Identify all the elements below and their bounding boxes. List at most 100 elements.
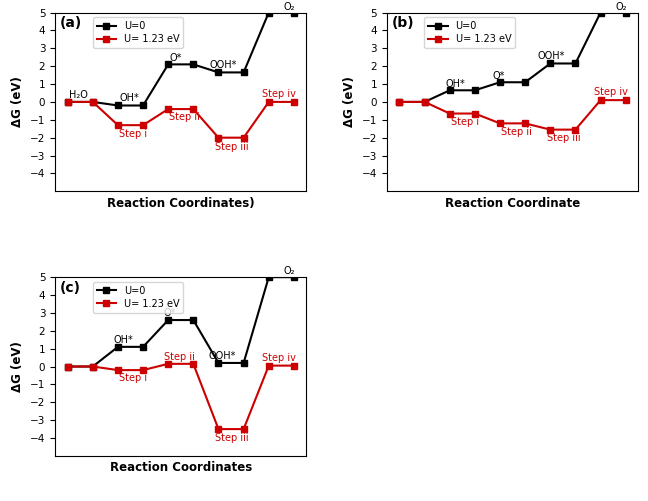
Text: OOH*: OOH*: [538, 51, 565, 61]
Y-axis label: ΔG (eV): ΔG (eV): [12, 341, 25, 392]
U=0: [139, 103, 147, 109]
Text: OOH*: OOH*: [210, 60, 237, 70]
U=0: [446, 87, 454, 93]
Text: Step i: Step i: [451, 117, 479, 127]
U= 1.23 eV: [496, 120, 504, 126]
Text: (b): (b): [392, 16, 415, 30]
Text: OH*: OH*: [446, 79, 466, 89]
Text: O*: O*: [492, 71, 505, 81]
Text: Step i: Step i: [119, 373, 147, 383]
Text: O*: O*: [163, 308, 176, 318]
U= 1.23 eV: [265, 99, 273, 105]
Text: Step ii: Step ii: [502, 127, 532, 137]
U= 1.23 eV: [240, 426, 248, 432]
U=0: [114, 344, 122, 350]
Text: OH*: OH*: [119, 93, 139, 103]
U=0: [189, 317, 197, 323]
U= 1.23 eV: [189, 361, 197, 367]
U=0: [421, 99, 428, 105]
Line: U= 1.23 eV: U= 1.23 eV: [65, 361, 297, 432]
U= 1.23 eV: [290, 363, 298, 369]
Line: U= 1.23 eV: U= 1.23 eV: [397, 97, 629, 132]
U=0: [64, 99, 71, 105]
Text: Step i: Step i: [119, 129, 147, 139]
Legend: U=0, U= 1.23 eV: U=0, U= 1.23 eV: [93, 282, 183, 313]
U=0: [165, 317, 172, 323]
Text: Step iii: Step iii: [214, 142, 248, 152]
U= 1.23 eV: [89, 364, 97, 370]
U= 1.23 eV: [546, 127, 554, 133]
U=0: [89, 364, 97, 370]
Text: O₂: O₂: [284, 266, 295, 276]
Text: Step iv: Step iv: [262, 353, 296, 363]
U= 1.23 eV: [421, 99, 428, 105]
U=0: [496, 79, 504, 85]
U= 1.23 eV: [395, 99, 403, 105]
U=0: [290, 274, 298, 280]
Line: U=0: U=0: [65, 10, 297, 108]
U=0: [597, 10, 605, 16]
U= 1.23 eV: [165, 106, 172, 112]
U=0: [521, 79, 529, 85]
Text: O*: O*: [170, 53, 182, 63]
U= 1.23 eV: [521, 120, 529, 126]
U=0: [240, 70, 248, 76]
U=0: [265, 274, 273, 280]
U= 1.23 eV: [214, 135, 222, 141]
U= 1.23 eV: [446, 111, 454, 117]
U=0: [139, 344, 147, 350]
U= 1.23 eV: [622, 97, 630, 103]
U=0: [165, 61, 172, 67]
Text: Step ii: Step ii: [170, 112, 200, 122]
Text: Step iii: Step iii: [214, 433, 248, 443]
U=0: [572, 61, 579, 67]
Text: OOH*: OOH*: [209, 351, 236, 361]
U= 1.23 eV: [64, 364, 71, 370]
Text: Step iv: Step iv: [262, 89, 296, 99]
U= 1.23 eV: [265, 363, 273, 369]
U=0: [240, 360, 248, 366]
X-axis label: Reaction Coordinates): Reaction Coordinates): [107, 197, 255, 210]
U=0: [64, 364, 71, 370]
U=0: [622, 10, 630, 16]
U=0: [214, 70, 222, 76]
U= 1.23 eV: [290, 99, 298, 105]
U= 1.23 eV: [114, 367, 122, 373]
U= 1.23 eV: [240, 135, 248, 141]
U= 1.23 eV: [189, 106, 197, 112]
Text: O₂: O₂: [284, 2, 295, 12]
U=0: [265, 10, 273, 16]
U= 1.23 eV: [89, 99, 97, 105]
Y-axis label: ΔG (eV): ΔG (eV): [12, 77, 25, 127]
U=0: [395, 99, 403, 105]
U=0: [214, 360, 222, 366]
Legend: U=0, U= 1.23 eV: U=0, U= 1.23 eV: [93, 18, 183, 48]
U= 1.23 eV: [471, 111, 479, 117]
Line: U=0: U=0: [65, 275, 297, 369]
Text: (a): (a): [60, 16, 82, 30]
U= 1.23 eV: [597, 97, 605, 103]
Line: U=0: U=0: [397, 10, 629, 105]
U= 1.23 eV: [139, 122, 147, 128]
Text: H₂O: H₂O: [69, 90, 87, 100]
U=0: [471, 87, 479, 93]
U= 1.23 eV: [64, 99, 71, 105]
Text: (c): (c): [60, 281, 81, 295]
Text: Step iv: Step iv: [594, 87, 628, 97]
U= 1.23 eV: [139, 367, 147, 373]
X-axis label: Reaction Coordinate: Reaction Coordinate: [445, 197, 580, 210]
U= 1.23 eV: [214, 426, 222, 432]
U=0: [189, 61, 197, 67]
U=0: [114, 103, 122, 109]
U=0: [290, 10, 298, 16]
Text: OH*: OH*: [113, 336, 133, 345]
U= 1.23 eV: [114, 122, 122, 128]
Text: Step iii: Step iii: [546, 133, 580, 143]
Line: U= 1.23 eV: U= 1.23 eV: [65, 99, 297, 140]
U= 1.23 eV: [165, 361, 172, 367]
Legend: U=0, U= 1.23 eV: U=0, U= 1.23 eV: [424, 18, 515, 48]
Text: Step ii: Step ii: [165, 352, 195, 362]
U= 1.23 eV: [572, 127, 579, 133]
Text: O₂: O₂: [616, 2, 627, 12]
Y-axis label: ΔG (eV): ΔG (eV): [343, 77, 356, 127]
